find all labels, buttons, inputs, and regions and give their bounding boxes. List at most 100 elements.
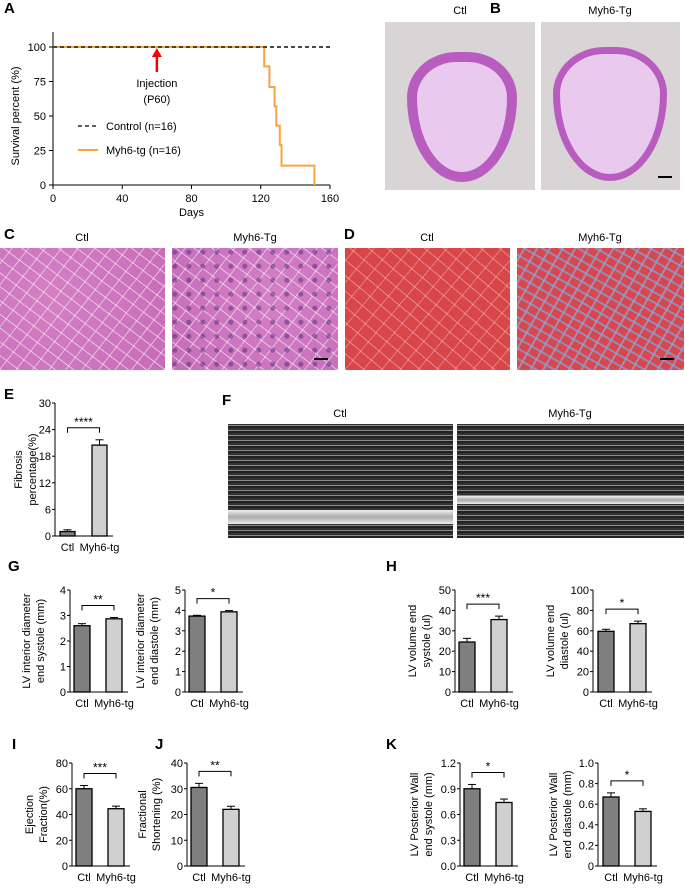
echo-mmode-tg-image	[457, 424, 684, 538]
y-tick-label: 0.2	[579, 840, 594, 852]
bar-ctl	[597, 630, 615, 693]
significance-stars: ***	[476, 591, 490, 605]
y-tick-label: 10	[171, 835, 183, 847]
y-tick-label: 4	[60, 585, 66, 597]
annotation-text: (P60)	[143, 94, 170, 106]
y-axis-label: Fibrosis	[13, 450, 25, 489]
y-tick-label: 80	[577, 605, 589, 617]
y-tick-label: 0.3	[441, 835, 456, 847]
y-axis-label: end diastole (mm)	[562, 770, 574, 858]
y-tick-label: 0	[60, 687, 66, 699]
panel-label-d: D	[344, 226, 355, 243]
panel-label-j: J	[155, 736, 164, 753]
y-axis-label: LV Posterior Wall	[409, 773, 421, 857]
y-tick-label: 3	[175, 626, 181, 638]
significance-stars: **	[210, 758, 220, 772]
significance-stars: *	[486, 759, 491, 773]
y-tick-label: 30	[39, 398, 51, 410]
x-category-label: Myh6-tg	[484, 872, 524, 884]
y-tick-label: 5	[175, 585, 181, 597]
y-tick-label: 1.2	[441, 758, 456, 770]
y-axis-label: diastole (ul)	[559, 613, 571, 670]
x-category-label: Ctl	[192, 872, 205, 884]
caption-f-ctl: Ctl	[333, 408, 347, 420]
bar-chart-j: 0 10 20 30 40 Fractional Shortening (%) Ctl Myh6…	[137, 758, 251, 884]
y-tick-label: 0	[40, 180, 46, 192]
bar-ctl	[458, 641, 476, 693]
x-category-label: Ctl	[75, 698, 88, 710]
x-tick-label: 120	[252, 193, 270, 205]
panel-label-g: G	[8, 558, 20, 575]
scale-bar	[658, 176, 672, 178]
x-category-label: Ctl	[77, 872, 90, 884]
x-category-label: Myh6-tg	[94, 698, 134, 710]
x-category-label: Ctl	[61, 542, 74, 554]
scale-bar	[660, 358, 674, 360]
panel-label-c: C	[4, 226, 15, 243]
y-tick-label: 20	[171, 810, 183, 822]
x-category-label: Myh6-tg	[209, 698, 249, 710]
masson-stain-tg-image	[517, 248, 684, 370]
bar-chart-e: 0 6 12 18 24 30 Fibrosis percentage(%) Ctl Myh6-t…	[13, 398, 119, 554]
annotation-text: Injection	[136, 78, 177, 90]
bar-myh6-tg	[105, 618, 123, 693]
y-tick-label: 0.6	[441, 810, 456, 822]
panel-label-i: I	[12, 736, 17, 753]
y-tick-label: 60	[577, 626, 589, 638]
y-tick-label: 0.4	[579, 820, 594, 832]
heart-section-tg-image	[541, 22, 680, 190]
x-category-label: Myh6-tg	[80, 542, 120, 554]
y-tick-label: 3	[60, 611, 66, 623]
y-axis-label: LV interior diameter	[21, 593, 33, 689]
y-tick-label: 1	[175, 667, 181, 679]
significance-bracket	[81, 605, 115, 611]
y-tick-label: 0.6	[579, 799, 594, 811]
y-axis-label: LV volume end	[545, 605, 557, 678]
significance-stars: ****	[74, 415, 93, 429]
significance-bracket	[67, 427, 100, 433]
y-tick-label: 2	[60, 636, 66, 648]
y-tick-label: 10	[439, 667, 451, 679]
significance-bracket	[83, 773, 117, 779]
caption-b-ctl: Ctl	[453, 5, 467, 17]
y-tick-label: 0	[177, 861, 183, 873]
y-tick-label: 6	[45, 504, 51, 516]
significance-bracket	[605, 608, 639, 615]
y-tick-label: 2	[175, 646, 181, 658]
bar-ctl	[75, 788, 93, 867]
y-tick-label: 20	[439, 646, 451, 658]
bar-chart-i: 0 20 40 60 80 Ejection Fraction(%) Ctl Myh6-tg **…	[24, 758, 136, 884]
x-tick-label: 160	[321, 193, 339, 205]
y-tick-label: 24	[39, 425, 51, 437]
x-category-label: Ctl	[460, 698, 473, 710]
y-tick-label: 0	[445, 687, 451, 699]
significance-stars: *	[211, 586, 216, 600]
y-tick-label: 20	[577, 667, 589, 679]
bar-myh6-tg	[220, 611, 238, 693]
legend-label: Myh6-tg (n=16)	[106, 145, 181, 157]
y-axis-label: Shortening (%)	[151, 778, 163, 851]
he-stain-tg-image	[172, 248, 338, 370]
significance-bracket	[610, 780, 644, 786]
y-tick-label: 20	[56, 835, 68, 847]
y-tick-label: 100	[571, 585, 589, 597]
y-tick-label: 0.9	[441, 784, 456, 796]
panel-label-b: B	[490, 0, 501, 17]
significance-bracket	[471, 771, 505, 778]
x-tick-label: 80	[185, 193, 197, 205]
y-tick-label: 75	[34, 77, 46, 89]
heart-section-ctl-image	[385, 22, 535, 190]
y-tick-label: 50	[34, 111, 46, 123]
bar-myh6-tg	[495, 801, 513, 867]
y-tick-label: 100	[28, 42, 46, 54]
caption-c-ctl: Ctl	[75, 232, 89, 244]
bar-myh6-tg	[634, 810, 652, 867]
y-tick-label: 1	[60, 662, 66, 674]
significance-stars: **	[93, 593, 103, 607]
caption-b-tg: Myh6-Tg	[588, 5, 632, 17]
y-axis-label: systole (ul)	[421, 614, 433, 667]
he-stain-ctl-image	[0, 248, 165, 370]
bar-chart-g1: 0 1 2 3 4 LV interior diameter end systole (mm…	[21, 585, 134, 710]
